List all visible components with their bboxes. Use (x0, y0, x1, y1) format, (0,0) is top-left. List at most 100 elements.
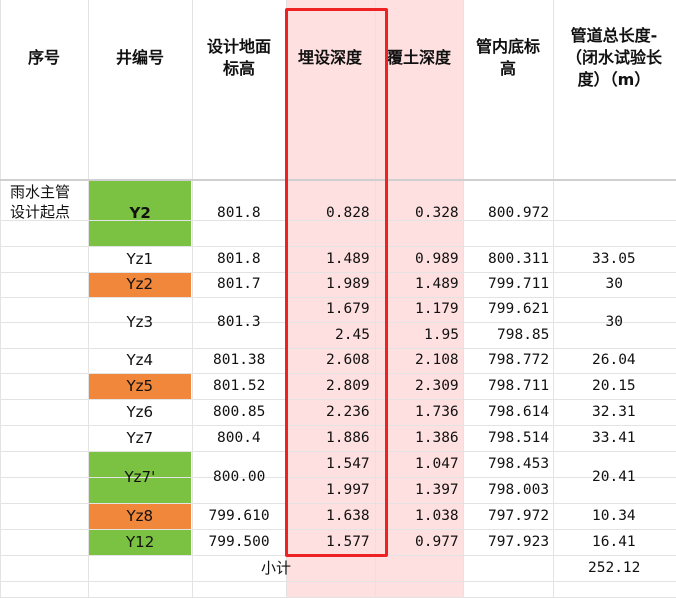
header-well-no: 井编号 (116, 47, 164, 69)
cover-depth: 0.989 (415, 250, 459, 267)
ground-elev: 801.8 (217, 250, 261, 267)
burial-depth: 2.236 (326, 403, 370, 420)
burial-depth: 1.997 (326, 481, 370, 498)
header-pipe-bottom: 管内底标高 (476, 36, 540, 80)
pipe-bottom: 799.711 (488, 276, 550, 292)
row-border (0, 272, 676, 273)
well-cell-fill (89, 181, 191, 246)
header-seq-line: 序号 (28, 48, 61, 67)
pipe-bottom: 798.711 (488, 377, 550, 394)
cover-depth: 1.489 (415, 276, 459, 292)
ground-elev: 800.85 (213, 403, 266, 420)
row-border (0, 348, 676, 349)
red-highlight-box (285, 8, 388, 557)
row-border (0, 399, 676, 400)
cover-depth: 1.038 (415, 507, 459, 524)
ground-elev: 800.4 (217, 429, 261, 446)
row-border (0, 220, 676, 221)
header-bottom-border (0, 179, 676, 181)
pipe-length: 10.34 (592, 507, 636, 524)
header-burial-depth-line: 埋设深度 (298, 48, 363, 67)
row-border (0, 451, 676, 452)
row-border (0, 297, 676, 298)
column-border (375, 0, 376, 597)
ground-elev: 799.610 (208, 507, 270, 524)
well-no: Yz1 (126, 249, 154, 268)
pipe-bottom: 800.311 (488, 250, 550, 267)
well-no: Yz7 (126, 428, 154, 447)
row-border (0, 581, 676, 582)
pipe-bottom: 798.85 (497, 326, 550, 343)
highlight-column-band (286, 0, 463, 597)
well-cell-fill (89, 374, 191, 399)
column-border (192, 0, 193, 597)
well-no: Yz7' (124, 467, 156, 486)
subtotal-label: 小计 (261, 558, 292, 577)
cover-depth: 1.047 (415, 455, 459, 472)
row-border (0, 425, 676, 426)
row-border (0, 322, 676, 323)
cover-depth: 1.95 (424, 326, 459, 343)
ground-elev: 801.38 (213, 352, 266, 368)
ground-elev: 801.8 (217, 204, 261, 221)
header-pipe-length-line: 度）（m） (577, 70, 651, 89)
pipe-bottom: 798.453 (488, 455, 550, 472)
column-border (0, 0, 1, 597)
header-pipe-length: 管道总长度- （闭水试验长 度）（m） (566, 25, 662, 91)
burial-depth: 1.577 (326, 533, 370, 550)
pipe-length: 33.05 (592, 250, 636, 267)
cover-depth: 0.977 (415, 533, 459, 550)
burial-depth: 2.45 (335, 326, 370, 343)
burial-depth: 1.638 (326, 507, 370, 524)
pipe-bottom: 797.972 (488, 507, 550, 524)
header-burial-depth: 埋设深度 (298, 47, 362, 69)
ground-elev: 801.52 (213, 377, 266, 394)
pipe-bottom: 798.614 (488, 403, 550, 420)
burial-depth: 0.828 (326, 204, 370, 221)
header-pipe-bottom-line: 管内底标 (476, 37, 541, 56)
cover-depth: 1.386 (415, 429, 459, 446)
well-no: Yz2 (126, 275, 154, 293)
row-border (0, 477, 676, 478)
header-pipe-bottom-line: 高 (500, 59, 517, 78)
pipe-bottom: 799.621 (488, 301, 550, 317)
row-border (0, 503, 676, 504)
header-ground-elev: 设计地面 标高 (207, 36, 271, 80)
pipe-length: 30 (605, 314, 623, 330)
subtotal-value: 252.12 (588, 559, 641, 576)
ground-elev: 801.3 (217, 314, 261, 330)
header-pipe-length-line: 管道总长度- (570, 26, 658, 45)
cover-depth: 0.328 (415, 204, 459, 221)
well-no: Yz6 (126, 402, 154, 421)
row-border (0, 246, 676, 247)
ground-elev: 799.500 (208, 533, 270, 550)
pipe-length: 33.41 (592, 429, 636, 446)
pipe-bottom: 798.772 (488, 352, 550, 368)
burial-depth: 1.547 (326, 455, 370, 472)
column-border (88, 0, 89, 597)
ground-elev: 800.00 (213, 468, 266, 485)
column-border (553, 0, 554, 597)
pipe-length: 16.41 (592, 533, 636, 550)
cover-depth: 1.179 (415, 301, 459, 317)
pipe-length: 20.15 (592, 377, 636, 394)
header-ground-elev-line: 标高 (223, 59, 256, 78)
pipe-bottom: 798.514 (488, 429, 550, 446)
pipe-length: 26.04 (592, 352, 636, 368)
well-cell-fill (89, 504, 191, 529)
cover-depth: 2.309 (415, 377, 459, 394)
burial-depth: 1.679 (326, 301, 370, 317)
burial-depth: 1.489 (326, 250, 370, 267)
header-pipe-length-line: （闭水试验长 (566, 48, 663, 67)
header-cover-depth-line: 覆土深度 (387, 48, 452, 67)
cover-depth: 1.397 (415, 481, 459, 498)
row-border (0, 373, 676, 374)
burial-depth: 2.608 (326, 352, 370, 368)
well-cell-fill (89, 273, 191, 297)
well-cell-fill (89, 530, 191, 555)
pipe-bottom: 797.923 (488, 533, 550, 550)
well-no: Y2 (129, 203, 151, 222)
well-no: Yz3 (126, 313, 154, 331)
well-no: Yz4 (126, 351, 154, 369)
